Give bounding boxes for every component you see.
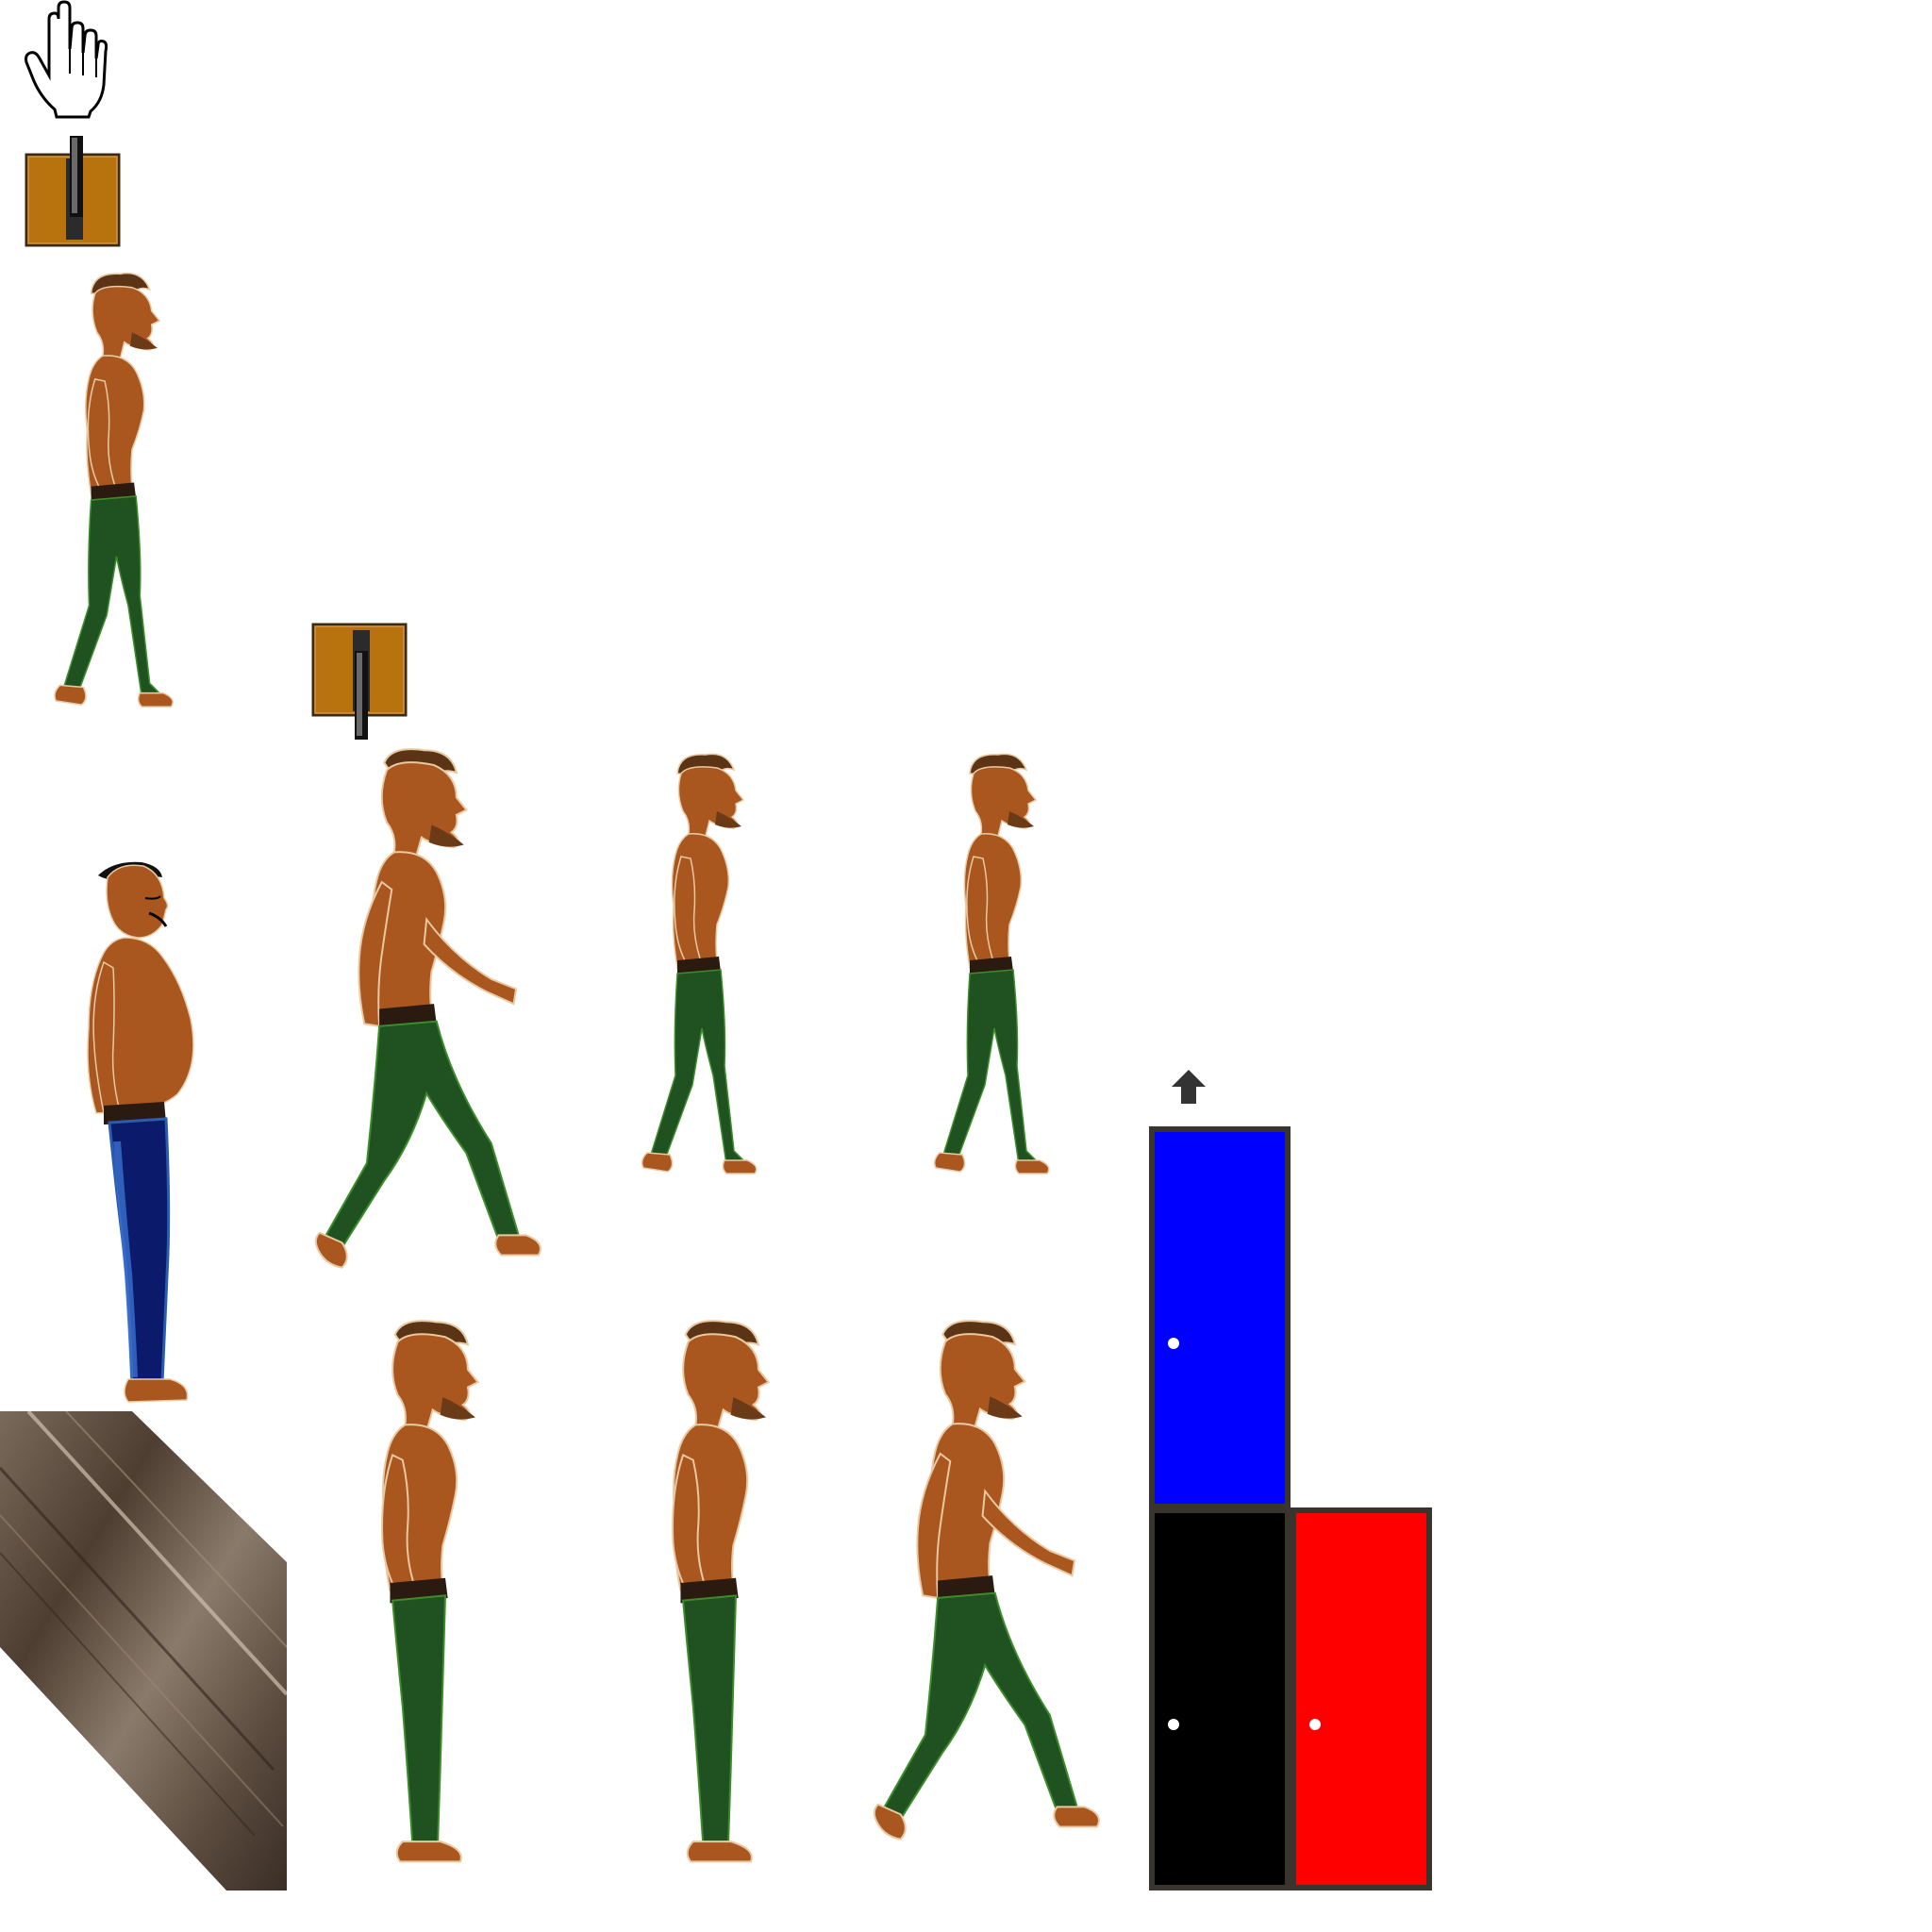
door-blue[interactable] [1149,1126,1291,1509]
door-knob [1168,1338,1179,1349]
hand-pointer-icon [25,0,108,121]
character-frame-stand-2 [660,1317,811,1894]
character-frame-idle-large [28,264,236,849]
character-frame-walk-1 [300,745,583,1292]
door-black[interactable] [1149,1507,1291,1890]
up-arrow-icon[interactable] [1170,1068,1208,1106]
character-frame-walk-3 [896,745,1123,1311]
character-frame-stand-1 [370,1317,521,1894]
door-knob [1309,1719,1321,1730]
character-frame-walk-2 [604,745,830,1311]
lever-switch-down[interactable] [311,623,409,743]
lever-switch-up[interactable] [25,132,123,249]
wood-plank-texture [0,1411,287,1890]
character-frame-walk-4 [858,1317,1141,1864]
door-red[interactable] [1291,1507,1432,1890]
door-knob [1168,1719,1179,1730]
character-fat-man [75,840,226,1424]
